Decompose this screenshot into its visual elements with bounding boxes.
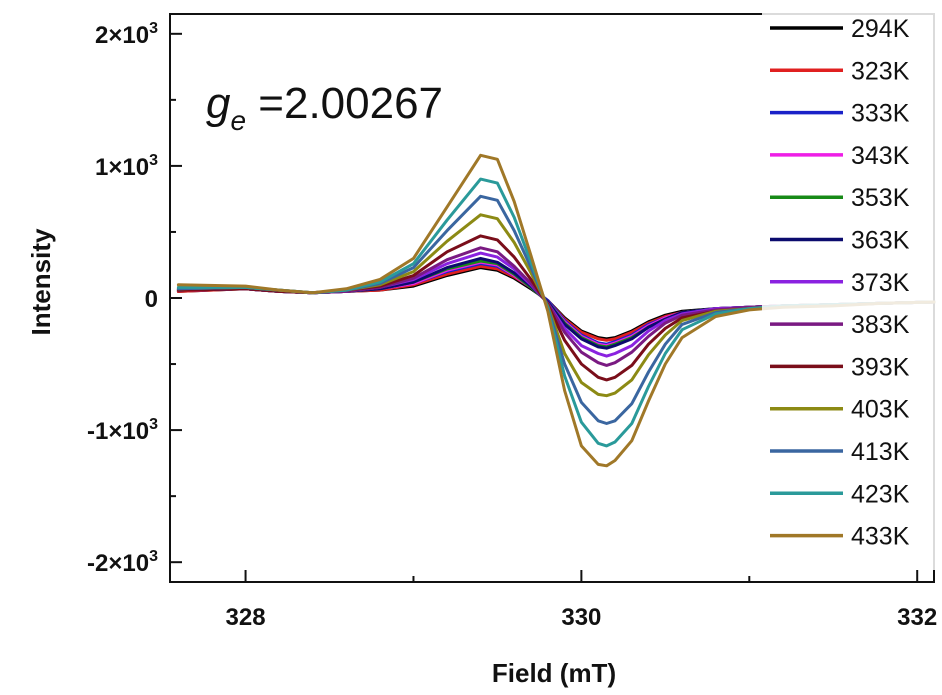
series-line-433K [176,153,936,468]
g-factor-value: =2.00267 [246,79,443,128]
legend-label: 403K [851,396,910,424]
x-tick-label: 330 [561,604,601,631]
legend-label: 353K [851,184,910,212]
legend-label: 294K [851,15,910,43]
legend: 294K 323K 333K 343K 353K 363K 373K 383K 393K 403K… [762,10,942,570]
y-tick-label: 0 [145,286,158,313]
legend-background [762,10,942,570]
x-tick-label: 328 [226,604,266,631]
legend-label: 373K [851,269,910,297]
legend-label: 323K [851,57,910,85]
y-axis-label: Intensity [26,228,56,335]
g-factor-subscript: e [230,105,246,136]
y-tick-label: -2×103 [87,548,158,577]
legend-label: 393K [851,353,910,381]
series-group [176,153,936,468]
x-tick-label: 332 [897,604,937,631]
legend-label: 383K [851,311,910,339]
legend-label: 423K [851,480,910,508]
y-tick-label: 1×103 [95,152,158,181]
legend-label: 433K [851,523,910,551]
legend-label: 413K [851,438,910,466]
g-factor-annotation: ge =2.00267 [206,79,443,136]
legend-label: 343K [851,142,910,170]
x-axis-label: Field (mT) [492,658,616,688]
y-tick-label: 2×103 [95,20,158,49]
series-line-423K [176,177,936,448]
axes-group: 328 330 332 2×103 1×103 0 -1×103 -2×103 [87,20,937,631]
legend-label: 333K [851,100,910,128]
y-tick-label: -1×103 [87,416,158,445]
g-factor-symbol: g [206,79,231,128]
legend-label: 363K [851,227,910,255]
